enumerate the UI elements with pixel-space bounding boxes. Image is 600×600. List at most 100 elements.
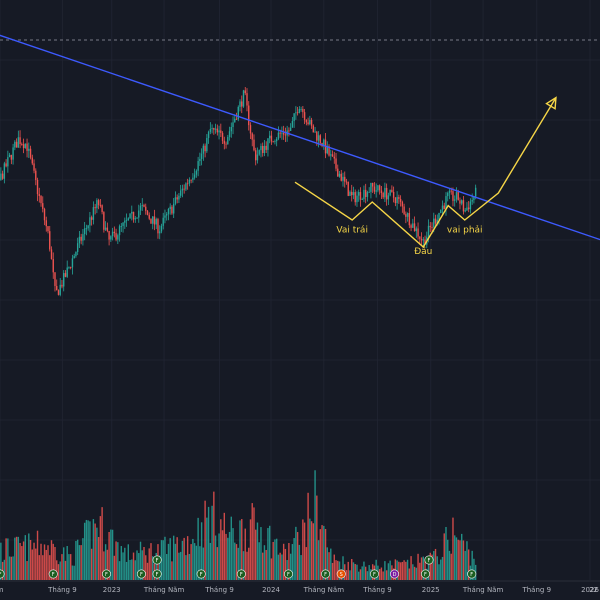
volume-bar [277, 554, 280, 580]
volume-bar [21, 546, 23, 580]
candle-body [410, 225, 412, 228]
candle-body [28, 148, 30, 151]
volume-bar [89, 521, 91, 580]
time-axis-label: Tháng Năm [143, 586, 185, 594]
event-marker[interactable] [424, 555, 434, 565]
candle-body [352, 192, 355, 196]
volume-bar [262, 552, 264, 580]
event-marker[interactable] [196, 569, 206, 579]
price-candles [0, 86, 477, 297]
event-marker[interactable] [336, 569, 346, 579]
volume-bar [69, 554, 72, 580]
time-axis-label: Tháng 9 [362, 586, 392, 594]
volume-bar [399, 562, 402, 580]
volume-bar [246, 551, 248, 580]
event-marker[interactable] [321, 569, 331, 579]
event-marker[interactable] [236, 569, 246, 579]
candle-body [192, 177, 194, 180]
candle-body [443, 205, 445, 209]
candle-body [47, 226, 49, 232]
volume-bar [31, 549, 33, 580]
candle-body [281, 132, 283, 134]
candle-body [394, 197, 397, 204]
volume-bar [279, 552, 281, 580]
volume-bar [296, 532, 299, 580]
candle-body [35, 170, 37, 180]
volume-bar [438, 564, 440, 580]
event-marker-label: F [0, 572, 2, 578]
candle-body [364, 189, 367, 197]
candle-body [115, 233, 117, 240]
candle-body [401, 201, 404, 207]
candle-body [220, 130, 222, 133]
volume-bar [138, 553, 140, 580]
volume-bar [22, 541, 25, 580]
volume-bar [66, 546, 68, 580]
volume-bar [331, 562, 334, 580]
candle-body [464, 210, 466, 212]
candle-body [260, 145, 262, 151]
candle-body [52, 259, 54, 273]
volume-bar [447, 539, 449, 580]
candle-body [450, 190, 452, 192]
volume-bar [307, 492, 309, 580]
candle-body [106, 227, 109, 232]
volume-bar [152, 556, 154, 580]
candle-body [398, 197, 400, 199]
time-axis-label: Tháng Năm [303, 586, 345, 594]
volume-bar [265, 549, 267, 580]
event-marker[interactable] [369, 569, 379, 579]
event-marker[interactable] [101, 569, 111, 579]
event-marker[interactable] [283, 569, 293, 579]
candle-body [131, 211, 133, 214]
candle-body [396, 197, 398, 204]
volume-bar [316, 495, 318, 580]
volume-bar [462, 540, 465, 580]
volume-bar [12, 556, 14, 580]
event-marker[interactable] [420, 569, 430, 579]
event-marker-label: F [324, 572, 327, 578]
candle-body [66, 267, 68, 277]
event-marker[interactable] [136, 569, 146, 579]
volume-bar [57, 564, 60, 580]
candle-body [457, 192, 459, 201]
candle-body [104, 227, 107, 230]
volume-bar [47, 545, 49, 580]
volume-bar [328, 552, 330, 580]
candle-body [462, 200, 465, 212]
volume-bar [429, 552, 431, 580]
candle-body [117, 235, 119, 240]
event-marker[interactable] [152, 555, 162, 565]
candle-body [197, 161, 199, 171]
candle-body [389, 189, 391, 196]
volume-bar [255, 529, 257, 580]
volume-bar [171, 561, 173, 580]
event-marker[interactable] [389, 569, 399, 579]
volume-bar [427, 559, 430, 580]
volume-bar [63, 547, 65, 580]
volume-bar [228, 531, 231, 580]
candle-body [172, 203, 175, 214]
candle-body [466, 207, 468, 211]
candle-body [33, 163, 35, 171]
candle-body [141, 205, 143, 206]
volume-bar [73, 565, 75, 580]
event-marker[interactable] [467, 569, 477, 579]
grid [0, 0, 600, 580]
candle-body [36, 179, 39, 195]
time-axis-label: 2026 [581, 586, 599, 594]
volume-bar [366, 571, 369, 580]
candle-body [323, 139, 325, 147]
volume-bar [178, 552, 180, 580]
volume-bar [281, 554, 283, 580]
candle-body [22, 144, 25, 149]
volume-bar [347, 561, 349, 580]
event-marker[interactable] [0, 569, 5, 579]
event-marker[interactable] [48, 569, 58, 579]
candle-body [312, 125, 315, 133]
candle-body [209, 128, 212, 132]
candle-body [385, 187, 388, 200]
candle-body [54, 272, 56, 286]
event-marker[interactable] [152, 569, 162, 579]
